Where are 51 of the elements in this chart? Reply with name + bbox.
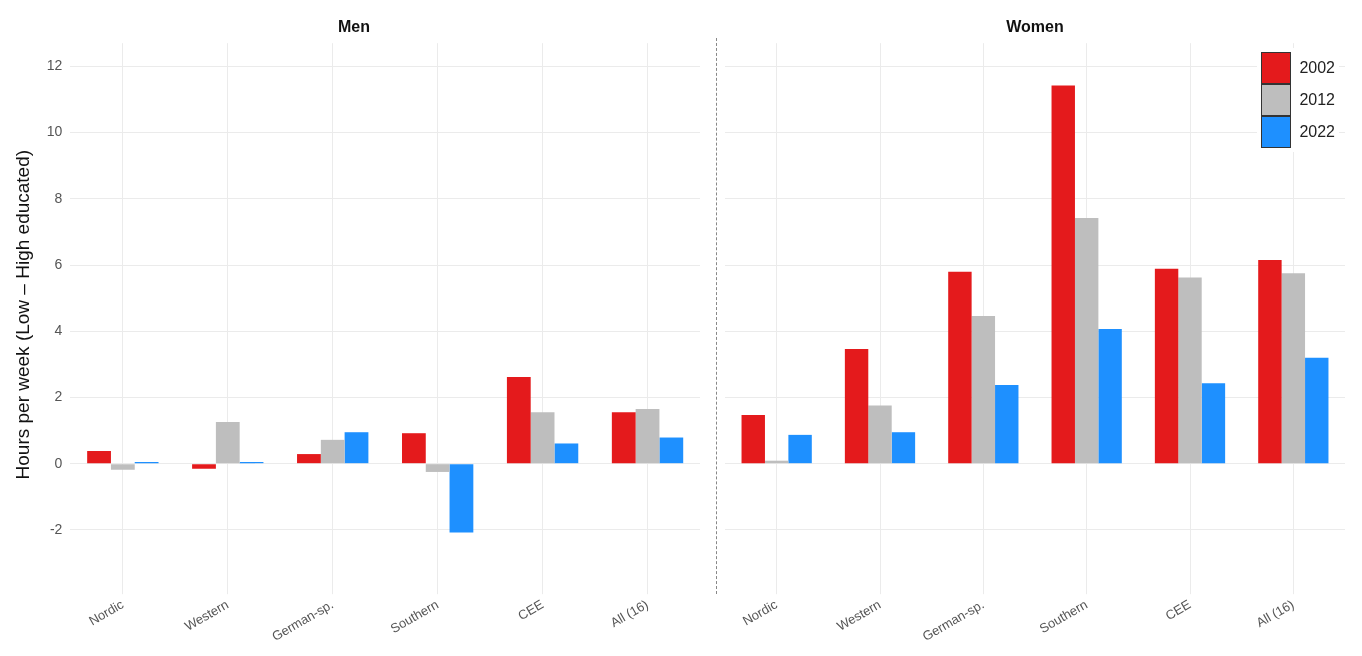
bar: [891, 432, 916, 464]
y-tick-label: 12: [46, 57, 63, 74]
bar: [1098, 328, 1122, 464]
legend-label: 2022: [1299, 123, 1335, 141]
y-axis-title: Hours per week (Low – High educated): [11, 149, 33, 480]
bar: [297, 454, 321, 464]
bar: [659, 437, 684, 464]
x-tick-label: All (16): [1253, 596, 1297, 631]
bar: [110, 464, 135, 470]
bar: [788, 434, 812, 464]
bar: [995, 384, 1019, 464]
y-tick-label: 2: [54, 388, 63, 405]
y-tick-label: 10: [46, 123, 63, 140]
bar: [868, 405, 892, 464]
bar: [344, 432, 369, 464]
bar: [1178, 277, 1202, 464]
bar: [1154, 268, 1179, 464]
y-tick-label: 6: [54, 255, 63, 272]
bar: [611, 412, 636, 464]
bar: [554, 443, 579, 464]
x-tick-label: CEE: [515, 596, 547, 623]
x-tick-label: CEE: [1162, 596, 1194, 623]
legend-label: 2002: [1299, 59, 1335, 77]
bar: [741, 415, 765, 464]
bar: [87, 451, 111, 464]
bar: [1074, 218, 1099, 464]
bar: [1281, 273, 1306, 464]
bar: [506, 376, 531, 464]
bar: [948, 271, 972, 464]
bar: [449, 464, 474, 533]
bar: [635, 409, 660, 464]
x-tick-label: All (16): [607, 596, 651, 631]
chart-title: Men: [338, 18, 370, 36]
bar: [1051, 85, 1075, 464]
y-tick-label: 8: [54, 189, 63, 206]
bar: [215, 421, 240, 464]
chart-title: Women: [1006, 18, 1064, 36]
y-tick-label: 4: [54, 322, 63, 339]
bar: [1258, 260, 1282, 464]
bar: [192, 464, 216, 469]
bar: [320, 439, 345, 464]
bar: [401, 433, 426, 464]
bar: [971, 316, 996, 464]
bar: [425, 464, 450, 472]
bar: [1305, 357, 1329, 464]
bar: [1201, 383, 1226, 464]
bar: [530, 412, 555, 464]
y-tick-label: -2: [49, 520, 63, 537]
bar: [844, 349, 869, 464]
legend-label: 2012: [1299, 91, 1335, 109]
y-tick-label: 0: [54, 454, 63, 471]
